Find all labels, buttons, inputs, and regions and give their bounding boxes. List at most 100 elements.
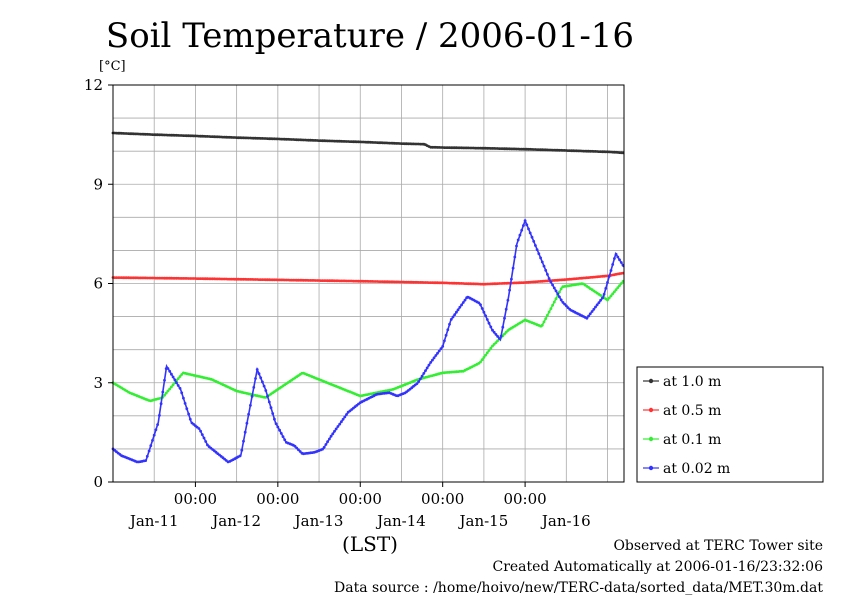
x-date-label: Jan-14 bbox=[375, 512, 426, 530]
data-point bbox=[559, 298, 563, 302]
data-point bbox=[494, 341, 498, 344]
data-point bbox=[187, 412, 191, 416]
data-point bbox=[328, 437, 331, 441]
data-point bbox=[173, 378, 177, 382]
data-point bbox=[547, 277, 551, 280]
data-point bbox=[250, 395, 254, 398]
data-point bbox=[439, 347, 443, 351]
data-point bbox=[594, 305, 597, 309]
data-point bbox=[178, 375, 182, 378]
data-point bbox=[508, 288, 511, 292]
series-markers-at-0-5-m bbox=[111, 271, 625, 286]
series-markers-at-0-1-m bbox=[111, 280, 625, 403]
data-point bbox=[595, 303, 599, 307]
data-point bbox=[267, 400, 271, 404]
data-point bbox=[619, 261, 623, 264]
data-point bbox=[609, 269, 613, 272]
data-point bbox=[183, 402, 187, 405]
data-point bbox=[544, 268, 548, 272]
data-point bbox=[607, 275, 611, 278]
data-point bbox=[156, 423, 160, 426]
x-time-label: 00:00 bbox=[174, 490, 217, 508]
series-markers-at-1-0-m bbox=[111, 131, 625, 155]
data-point bbox=[431, 358, 434, 362]
data-point bbox=[175, 381, 178, 385]
data-point bbox=[245, 421, 249, 425]
data-point bbox=[487, 321, 491, 325]
data-point bbox=[276, 425, 280, 429]
data-point bbox=[338, 422, 342, 426]
data-point bbox=[259, 376, 263, 380]
y-tick-label: 6 bbox=[93, 275, 103, 293]
data-point bbox=[158, 414, 161, 417]
data-point bbox=[144, 459, 148, 462]
data-point bbox=[243, 430, 247, 434]
data-point bbox=[424, 369, 427, 372]
data-point bbox=[161, 390, 165, 394]
data-point bbox=[527, 227, 530, 231]
data-point bbox=[202, 436, 206, 440]
x-time-label: 00:00 bbox=[421, 490, 464, 508]
data-point bbox=[461, 301, 465, 304]
data-point bbox=[607, 296, 611, 300]
data-point bbox=[322, 445, 326, 449]
footer-source: Data source : /home/hoivo/new/TERC-data/… bbox=[334, 580, 823, 595]
data-point bbox=[293, 444, 297, 448]
data-point bbox=[535, 248, 539, 252]
x-date-label: Jan-11 bbox=[128, 512, 179, 530]
data-point bbox=[510, 277, 513, 281]
x-date-label: Jan-15 bbox=[457, 512, 508, 530]
data-point bbox=[254, 377, 257, 380]
data-point bbox=[415, 382, 419, 385]
data-point bbox=[501, 325, 505, 329]
data-point bbox=[283, 438, 287, 442]
y-tick-label: 3 bbox=[93, 374, 103, 392]
data-point bbox=[453, 313, 457, 316]
data-point bbox=[255, 368, 259, 371]
data-point bbox=[616, 286, 620, 289]
data-point bbox=[546, 273, 549, 276]
y-tick-label: 9 bbox=[93, 175, 103, 193]
footer-observed: Observed at TERC Tower site bbox=[613, 538, 823, 554]
data-point bbox=[606, 298, 609, 302]
data-point bbox=[561, 301, 565, 304]
data-point bbox=[551, 303, 554, 307]
data-point bbox=[566, 306, 570, 309]
data-point bbox=[163, 378, 166, 382]
data-point bbox=[432, 356, 436, 360]
data-point bbox=[554, 289, 558, 293]
data-point bbox=[425, 366, 429, 370]
data-point bbox=[516, 238, 520, 242]
data-point bbox=[451, 315, 455, 319]
data-point bbox=[166, 389, 170, 393]
data-point bbox=[449, 318, 453, 321]
data-point bbox=[618, 284, 621, 287]
data-point bbox=[170, 372, 173, 376]
data-point bbox=[279, 432, 283, 435]
data-point bbox=[180, 391, 184, 395]
data-point bbox=[556, 292, 560, 296]
data-point bbox=[345, 413, 348, 416]
data-point bbox=[417, 380, 420, 383]
data-point bbox=[331, 432, 335, 436]
data-point bbox=[542, 264, 546, 268]
data-point bbox=[618, 258, 621, 262]
data-point bbox=[485, 318, 489, 321]
data-point bbox=[482, 356, 486, 359]
y-axis-ticks: 0 3 6 9 12 bbox=[84, 76, 113, 491]
data-point bbox=[479, 360, 482, 364]
data-point bbox=[518, 233, 522, 237]
data-point bbox=[563, 302, 566, 306]
series-markers-at-0-02-m bbox=[111, 219, 625, 464]
data-point bbox=[197, 427, 201, 430]
data-point bbox=[539, 256, 542, 260]
data-point bbox=[168, 369, 172, 373]
data-point bbox=[185, 407, 189, 411]
data-point bbox=[558, 295, 561, 299]
data-point bbox=[590, 310, 594, 313]
legend-swatch-marker bbox=[648, 436, 654, 442]
data-point bbox=[257, 372, 261, 376]
data-point bbox=[494, 333, 498, 336]
data-point bbox=[436, 351, 439, 355]
data-point bbox=[159, 402, 163, 406]
